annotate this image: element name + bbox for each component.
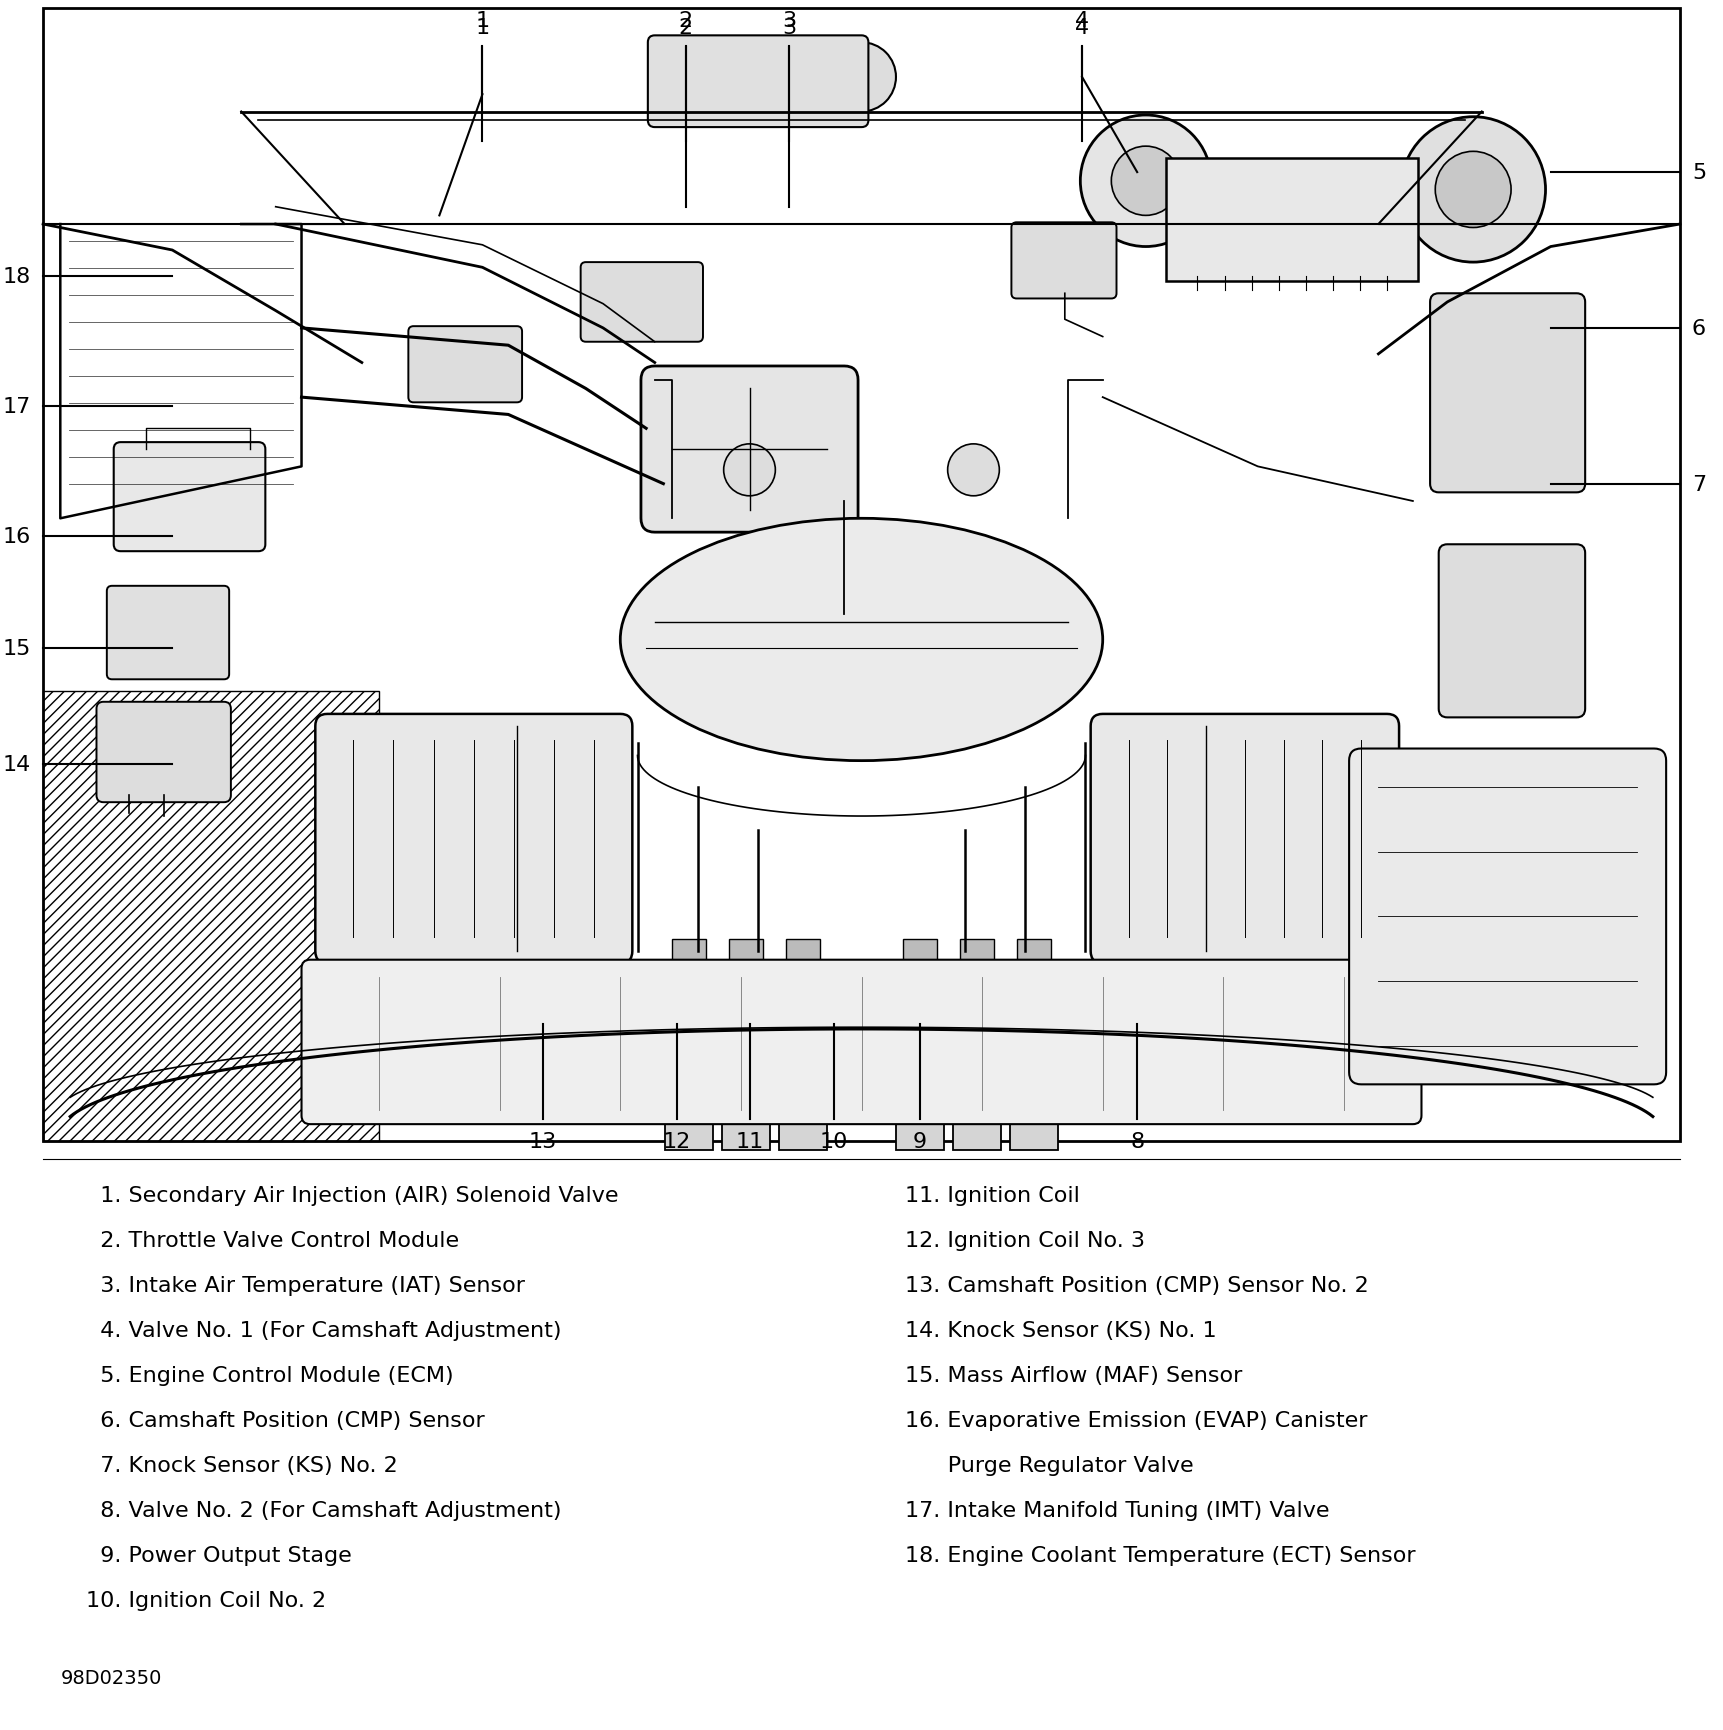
FancyBboxPatch shape (43, 9, 1680, 1142)
Bar (729, 939, 763, 977)
Bar (960, 939, 994, 977)
FancyBboxPatch shape (408, 327, 522, 403)
Text: 4: 4 (1075, 17, 1089, 38)
Text: 17: 17 (3, 396, 31, 417)
Text: 3. Intake Air Temperature (IAT) Sensor: 3. Intake Air Temperature (IAT) Sensor (86, 1275, 526, 1296)
Text: 10. Ignition Coil No. 2: 10. Ignition Coil No. 2 (86, 1590, 326, 1611)
Text: 5: 5 (1692, 163, 1706, 183)
Text: 15: 15 (3, 638, 31, 659)
Text: Purge Regulator Valve: Purge Regulator Valve (905, 1455, 1194, 1476)
Ellipse shape (620, 519, 1103, 761)
FancyBboxPatch shape (1349, 749, 1666, 1085)
Text: 16. Evaporative Emission (EVAP) Canister: 16. Evaporative Emission (EVAP) Canister (905, 1410, 1366, 1431)
Text: 13: 13 (529, 1131, 557, 1152)
Circle shape (827, 43, 896, 112)
Circle shape (724, 445, 775, 497)
Text: 14. Knock Sensor (KS) No. 1: 14. Knock Sensor (KS) No. 1 (905, 1320, 1216, 1341)
Text: 1: 1 (476, 17, 489, 38)
Bar (903, 939, 937, 977)
Circle shape (948, 445, 999, 497)
FancyBboxPatch shape (114, 443, 265, 552)
FancyBboxPatch shape (1439, 545, 1585, 718)
Text: 12. Ignition Coil No. 3: 12. Ignition Coil No. 3 (905, 1230, 1144, 1251)
Text: 8: 8 (1130, 1131, 1144, 1152)
Bar (953, 977, 1001, 1150)
Text: 6: 6 (1692, 318, 1706, 339)
Bar (786, 939, 820, 977)
Bar (672, 939, 706, 977)
Text: 3: 3 (782, 17, 796, 38)
Circle shape (1111, 147, 1180, 216)
FancyBboxPatch shape (1430, 294, 1585, 493)
Text: 5. Engine Control Module (ECM): 5. Engine Control Module (ECM) (86, 1365, 453, 1386)
Text: 13. Camshaft Position (CMP) Sensor No. 2: 13. Camshaft Position (CMP) Sensor No. 2 (905, 1275, 1368, 1296)
FancyBboxPatch shape (581, 263, 703, 343)
Text: 98D02350: 98D02350 (60, 1668, 162, 1687)
Text: 12: 12 (663, 1131, 691, 1152)
Bar (1017, 939, 1051, 977)
Text: 7: 7 (1692, 474, 1706, 495)
Text: 15. Mass Airflow (MAF) Sensor: 15. Mass Airflow (MAF) Sensor (905, 1365, 1242, 1386)
Text: 6. Camshaft Position (CMP) Sensor: 6. Camshaft Position (CMP) Sensor (86, 1410, 484, 1431)
Circle shape (1435, 152, 1511, 228)
Text: 4: 4 (1075, 10, 1089, 31)
Circle shape (1401, 118, 1546, 263)
FancyBboxPatch shape (1011, 223, 1117, 299)
FancyBboxPatch shape (107, 586, 229, 680)
FancyBboxPatch shape (1166, 159, 1418, 282)
Bar (779, 977, 827, 1150)
Text: 8. Valve No. 2 (For Camshaft Adjustment): 8. Valve No. 2 (For Camshaft Adjustment) (86, 1500, 562, 1521)
FancyBboxPatch shape (822, 1007, 901, 1069)
Bar (722, 977, 770, 1150)
Text: 16: 16 (3, 526, 31, 547)
Text: 7. Knock Sensor (KS) No. 2: 7. Knock Sensor (KS) No. 2 (86, 1455, 398, 1476)
Text: 4. Valve No. 1 (For Camshaft Adjustment): 4. Valve No. 1 (For Camshaft Adjustment) (86, 1320, 562, 1341)
FancyBboxPatch shape (302, 960, 1421, 1124)
Bar (896, 977, 944, 1150)
Text: 18. Engine Coolant Temperature (ECT) Sensor: 18. Engine Coolant Temperature (ECT) Sen… (905, 1545, 1415, 1566)
Text: 17. Intake Manifold Tuning (IMT) Valve: 17. Intake Manifold Tuning (IMT) Valve (905, 1500, 1328, 1521)
Text: 9: 9 (913, 1131, 927, 1152)
Text: 10: 10 (820, 1131, 848, 1152)
Text: 11: 11 (736, 1131, 763, 1152)
FancyBboxPatch shape (315, 714, 632, 964)
Text: 2: 2 (679, 10, 693, 31)
Text: 11. Ignition Coil: 11. Ignition Coil (905, 1185, 1079, 1206)
FancyBboxPatch shape (96, 702, 231, 803)
Text: 1: 1 (476, 10, 489, 31)
FancyBboxPatch shape (1091, 714, 1399, 964)
Text: 2. Throttle Valve Control Module: 2. Throttle Valve Control Module (86, 1230, 460, 1251)
FancyBboxPatch shape (641, 367, 858, 533)
Bar (665, 977, 713, 1150)
Text: 2: 2 (679, 17, 693, 38)
Text: 3: 3 (782, 10, 796, 31)
Text: 9. Power Output Stage: 9. Power Output Stage (86, 1545, 351, 1566)
Circle shape (1080, 116, 1211, 247)
Text: 1. Secondary Air Injection (AIR) Solenoid Valve: 1. Secondary Air Injection (AIR) Solenoi… (86, 1185, 619, 1206)
Bar (1010, 977, 1058, 1150)
Text: 14: 14 (3, 754, 31, 775)
FancyBboxPatch shape (648, 36, 868, 128)
Text: 18: 18 (3, 266, 31, 287)
